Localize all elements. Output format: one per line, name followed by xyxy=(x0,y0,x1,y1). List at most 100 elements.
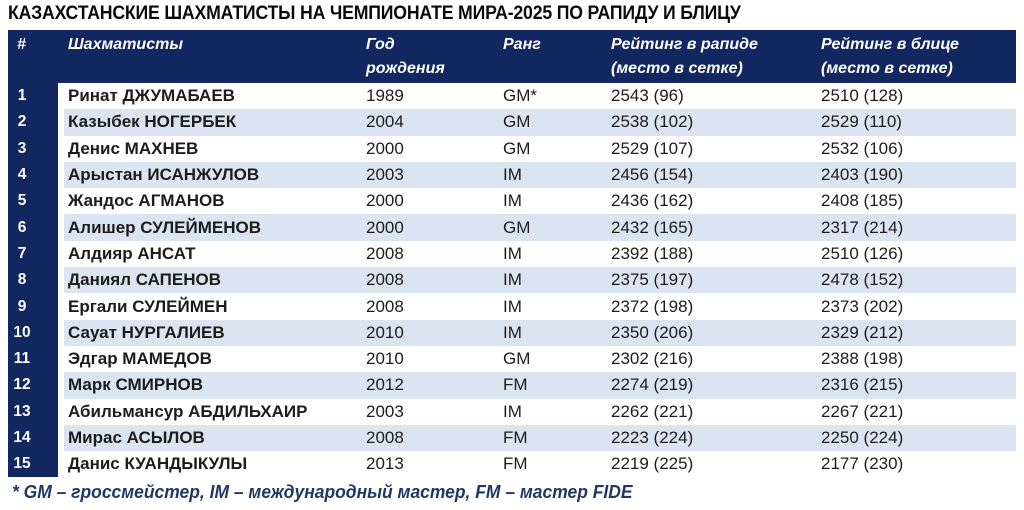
cell-blitz-rating: 2373 (202) xyxy=(815,293,1016,320)
cell-gap xyxy=(58,83,64,110)
cell-rank: GM xyxy=(495,214,605,241)
table-row: 13 Абильмансур АБДИЛЬХАИР 2003 IM 2262 (… xyxy=(8,398,1016,425)
header-blitz-line2: (место в сетке) xyxy=(821,60,953,77)
cell-blitz-rating: 2532 (106) xyxy=(815,135,1016,162)
cell-birth-year: 2003 xyxy=(360,398,495,425)
cell-row-number: 15 xyxy=(8,451,58,478)
cell-rapid-rating: 2372 (198) xyxy=(605,293,815,320)
cell-row-number: 9 xyxy=(8,293,58,320)
table-row: 6 Алишер СУЛЕЙМЕНОВ 2000 GM 2432 (165) 2… xyxy=(8,214,1016,241)
cell-blitz-rating: 2329 (212) xyxy=(815,319,1016,346)
cell-blitz-rating: 2403 (190) xyxy=(815,161,1016,189)
cell-blitz-rating: 2250 (224) xyxy=(815,424,1016,452)
cell-birth-year: 2000 xyxy=(360,135,495,162)
cell-player-name: Мирас АСЫЛОВ xyxy=(64,424,360,452)
cell-gap xyxy=(58,372,64,399)
cell-birth-year: 2000 xyxy=(360,214,495,241)
cell-row-number: 6 xyxy=(8,214,58,241)
cell-row-number: 1 xyxy=(8,83,58,110)
cell-rank: IM xyxy=(495,293,605,320)
table-row: 4 Арыстан ИСАНЖУЛОВ 2003 IM 2456 (154) 2… xyxy=(8,161,1016,189)
cell-gap xyxy=(58,240,64,268)
cell-player-name: Абильмансур АБДИЛЬХАИР xyxy=(64,398,360,425)
cell-rank: IM xyxy=(495,398,605,425)
table-row: 8 Даниял САПЕНОВ 2008 IM 2375 (197) 2478… xyxy=(8,267,1016,294)
cell-gap xyxy=(58,188,64,215)
header-birth-year: Год рождения xyxy=(360,33,495,81)
table-row: 1 Ринат ДЖУМАБАЕВ 1989 GM* 2543 (96) 251… xyxy=(8,83,1016,110)
table-body: 1 Ринат ДЖУМАБАЕВ 1989 GM* 2543 (96) 251… xyxy=(8,83,1016,478)
cell-gap xyxy=(58,345,64,373)
header-rank: Ранг xyxy=(503,36,541,53)
cell-rapid-rating: 2302 (216) xyxy=(605,345,815,373)
cell-birth-year: 2008 xyxy=(360,293,495,320)
cell-gap xyxy=(58,424,64,452)
cell-blitz-rating: 2317 (214) xyxy=(815,214,1016,241)
cell-blitz-rating: 2177 (230) xyxy=(815,451,1016,478)
cell-gap xyxy=(58,293,64,320)
cell-player-name: Арыстан ИСАНЖУЛОВ xyxy=(64,161,360,189)
table-header-row: # Шахматисты Год рождения Ранг Рейтинг в… xyxy=(8,30,1016,83)
cell-gap xyxy=(58,398,64,425)
table-row: 12 Марк СМИРНОВ 2012 FM 2274 (219) 2316 … xyxy=(8,372,1016,399)
table-row: 11 Эдгар МАМЕДОВ 2010 GM 2302 (216) 2388… xyxy=(8,345,1016,373)
cell-rapid-rating: 2543 (96) xyxy=(605,83,815,110)
cell-player-name: Даниял САПЕНОВ xyxy=(64,267,360,294)
cell-rank: IM xyxy=(495,188,605,215)
cell-rapid-rating: 2436 (162) xyxy=(605,188,815,215)
cell-gap xyxy=(58,161,64,189)
cell-player-name: Алдияр АНСАТ xyxy=(64,240,360,268)
cell-birth-year: 2003 xyxy=(360,161,495,189)
cell-blitz-rating: 2478 (152) xyxy=(815,267,1016,294)
cell-rank: FM xyxy=(495,424,605,452)
header-rapid-line1: Рейтинг в рапиде xyxy=(611,36,758,53)
cell-rapid-rating: 2350 (206) xyxy=(605,319,815,346)
cell-rapid-rating: 2538 (102) xyxy=(605,109,815,136)
cell-rank: GM xyxy=(495,345,605,373)
cell-blitz-rating: 2529 (110) xyxy=(815,109,1016,136)
cell-row-number: 7 xyxy=(8,240,58,268)
cell-birth-year: 2000 xyxy=(360,188,495,215)
page-title: КАЗАХСТАНСКИЕ ШАХМАТИСТЫ НА ЧЕМПИОНАТЕ М… xyxy=(8,3,741,24)
cell-row-number: 11 xyxy=(8,345,58,373)
cell-rapid-rating: 2392 (188) xyxy=(605,240,815,268)
players-table: # Шахматисты Год рождения Ранг Рейтинг в… xyxy=(8,30,1016,478)
cell-rank: GM xyxy=(495,109,605,136)
cell-rapid-rating: 2219 (225) xyxy=(605,451,815,478)
header-birth-year-line1: Год xyxy=(366,36,395,53)
cell-rapid-rating: 2432 (165) xyxy=(605,214,815,241)
cell-player-name: Эдгар МАМЕДОВ xyxy=(64,345,360,373)
cell-birth-year: 2012 xyxy=(360,372,495,399)
table-row: 7 Алдияр АНСАТ 2008 IM 2392 (188) 2510 (… xyxy=(8,240,1016,268)
header-blitz-rating: Рейтинг в блице (место в сетке) xyxy=(815,33,1016,81)
header-number: # xyxy=(17,36,26,53)
cell-rank: GM xyxy=(495,135,605,162)
cell-player-name: Казыбек НОГЕРБЕК xyxy=(64,109,360,136)
table-row: 3 Денис МАХНЕВ 2000 GM 2529 (107) 2532 (… xyxy=(8,135,1016,162)
cell-player-name: Денис МАХНЕВ xyxy=(64,135,360,162)
cell-blitz-rating: 2408 (185) xyxy=(815,188,1016,215)
cell-rapid-rating: 2375 (197) xyxy=(605,267,815,294)
footnote: * GM – гроссмейстер, IM – международный … xyxy=(12,482,633,502)
cell-rapid-rating: 2262 (221) xyxy=(605,398,815,425)
cell-gap xyxy=(58,135,64,162)
cell-birth-year: 2008 xyxy=(360,424,495,452)
header-players: Шахматисты xyxy=(68,36,183,53)
cell-rank: IM xyxy=(495,267,605,294)
table-row: 2 Казыбек НОГЕРБЕК 2004 GM 2538 (102) 25… xyxy=(8,109,1016,136)
cell-gap xyxy=(58,451,64,478)
cell-rapid-rating: 2529 (107) xyxy=(605,135,815,162)
cell-rank: FM xyxy=(495,451,605,478)
cell-rank: IM xyxy=(495,240,605,268)
header-rapid-rating: Рейтинг в рапиде (место в сетке) xyxy=(605,33,815,81)
cell-blitz-rating: 2316 (215) xyxy=(815,372,1016,399)
cell-blitz-rating: 2267 (221) xyxy=(815,398,1016,425)
header-blitz-line1: Рейтинг в блице xyxy=(821,36,959,53)
cell-gap xyxy=(58,267,64,294)
cell-row-number: 5 xyxy=(8,188,58,215)
cell-player-name: Данис КУАНДЫКУЛЫ xyxy=(64,451,360,478)
cell-rank: GM* xyxy=(495,83,605,110)
table-row: 15 Данис КУАНДЫКУЛЫ 2013 FM 2219 (225) 2… xyxy=(8,451,1016,478)
table-row: 10 Сауат НУРГАЛИЕВ 2010 IM 2350 (206) 23… xyxy=(8,319,1016,346)
cell-rapid-rating: 2456 (154) xyxy=(605,161,815,189)
